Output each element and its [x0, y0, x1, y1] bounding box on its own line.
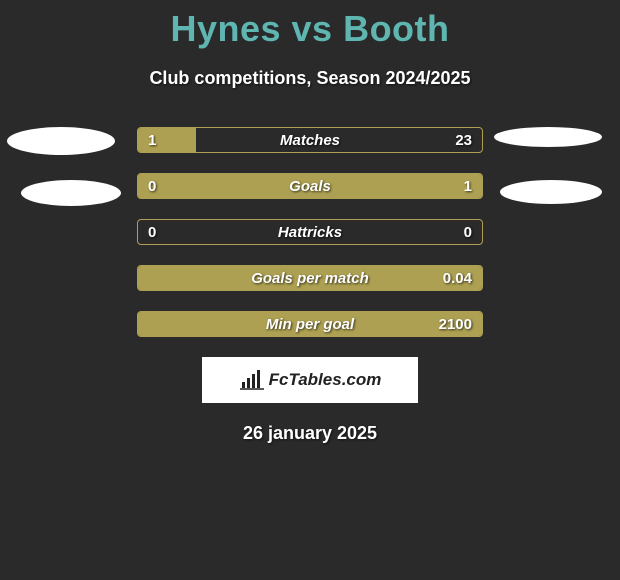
stat-row-goals: 0 Goals 1 [137, 173, 483, 199]
comparison-subtitle: Club competitions, Season 2024/2025 [0, 68, 620, 89]
snapshot-date: 26 january 2025 [0, 423, 620, 444]
player-right-ellipse-1 [494, 127, 602, 147]
logo-text: FcTables.com [269, 370, 382, 390]
stat-label: Min per goal [138, 312, 482, 337]
stat-row-matches: 1 Matches 23 [137, 127, 483, 153]
logo-box: FcTables.com [202, 357, 418, 403]
bar-chart-icon [239, 370, 265, 390]
player-left-ellipse-2 [21, 180, 121, 206]
player-left-ellipse-1 [7, 127, 115, 155]
stat-val-right: 23 [455, 128, 472, 153]
stat-label: Hattricks [138, 220, 482, 245]
stat-val-right: 0 [464, 220, 472, 245]
stat-row-mpg: Min per goal 2100 [137, 311, 483, 337]
player-right-ellipse-2 [500, 180, 602, 204]
stat-row-hattricks: 0 Hattricks 0 [137, 219, 483, 245]
stat-val-right: 2100 [439, 312, 472, 337]
stat-val-right: 1 [464, 174, 472, 199]
stat-label: Matches [138, 128, 482, 153]
stat-val-right: 0.04 [443, 266, 472, 291]
comparison-title: Hynes vs Booth [0, 0, 620, 50]
stat-row-gpm: Goals per match 0.04 [137, 265, 483, 291]
stat-label: Goals per match [138, 266, 482, 291]
stats-area: 1 Matches 23 0 Goals 1 0 Hattricks 0 Goa… [0, 127, 620, 444]
stat-label: Goals [138, 174, 482, 199]
